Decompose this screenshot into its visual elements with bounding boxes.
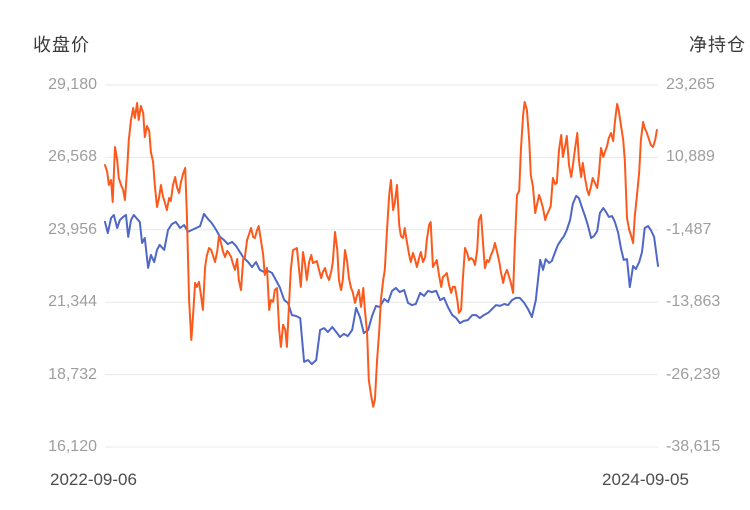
right-axis-title: 净持仓 [689, 35, 746, 55]
left-axis-tick: 18,732 [48, 366, 97, 383]
left-axis-tick: 16,120 [48, 438, 97, 455]
series-line-net-position [104, 101, 658, 408]
right-axis-tick: 23,265 [666, 76, 715, 93]
left-axis-tick: 21,344 [48, 293, 97, 310]
left-axis-tick: 29,180 [48, 76, 97, 93]
right-axis-tick: -13,863 [666, 293, 721, 310]
right-axis-tick: -38,615 [666, 438, 721, 455]
right-axis-tick: -1,487 [666, 221, 712, 238]
left-axis-tick: 26,568 [48, 148, 97, 165]
left-axis-tick: 23,956 [48, 221, 97, 238]
left-axis-title: 收盘价 [33, 35, 90, 55]
series-line-close-price [104, 194, 659, 366]
x-axis-start-label: 2022-09-06 [50, 470, 137, 489]
x-axis-end-label: 2024-09-05 [602, 470, 689, 489]
right-axis-tick: -26,239 [666, 366, 721, 383]
right-axis-tick: 10,889 [666, 148, 715, 165]
